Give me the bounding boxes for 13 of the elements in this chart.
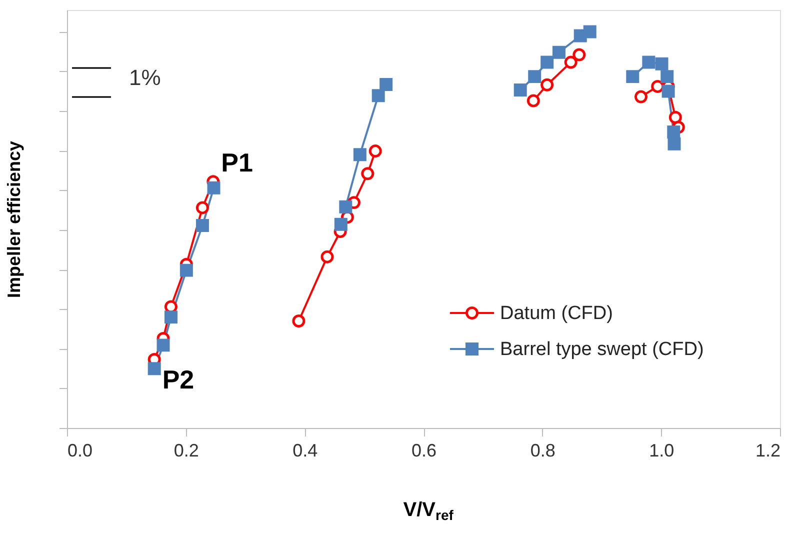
x-tick-label: 0.0 bbox=[68, 440, 93, 460]
annotation: P1 bbox=[221, 148, 253, 178]
legend-label: Barrel type swept (CFD) bbox=[500, 339, 704, 360]
annotation: 1% bbox=[129, 65, 161, 90]
annotation: P2 bbox=[162, 364, 194, 395]
y-axis-title: Impeller efficiency bbox=[4, 140, 24, 298]
x-tick-label: 0.8 bbox=[530, 440, 556, 460]
x-tick-label: 1.2 bbox=[755, 440, 780, 460]
x-tick-label: 0.6 bbox=[411, 440, 437, 460]
x-tick-label: 0.4 bbox=[292, 440, 318, 460]
x-tick-label: 0.2 bbox=[174, 440, 199, 460]
x-tick-label: 1.0 bbox=[649, 440, 674, 460]
legend-label: Datum (CFD) bbox=[500, 303, 613, 324]
